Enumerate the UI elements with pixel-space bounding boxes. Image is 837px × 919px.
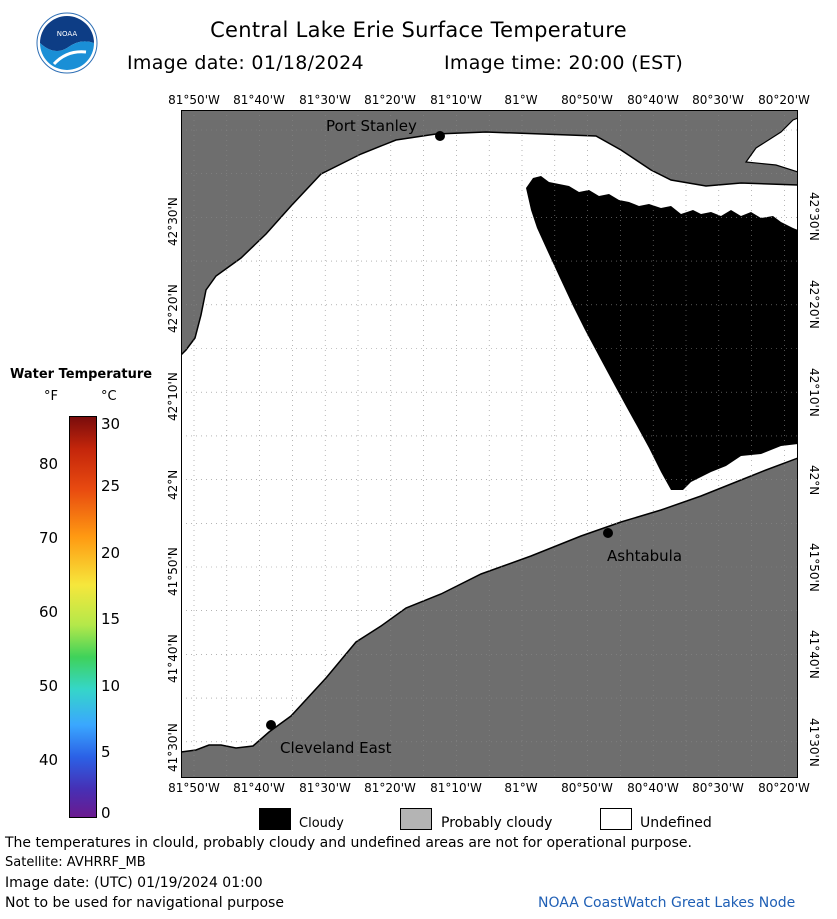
map-title: Central Lake Erie Surface Temperature	[210, 18, 627, 42]
lon-label: 80°40'W	[627, 781, 679, 795]
lon-label: 80°20'W	[758, 781, 810, 795]
scale-c-tick: 15	[101, 610, 121, 628]
lon-label: 81°40'W	[233, 93, 285, 107]
scale-c-tick: 20	[101, 544, 121, 562]
inlet	[744, 117, 798, 173]
scale-f-tick: 80	[39, 455, 59, 473]
navigation-warning: Not to be used for navigational purpose	[5, 895, 284, 911]
image-date: Image date: 01/18/2024	[127, 52, 364, 74]
lon-label: 81°40'W	[233, 781, 285, 795]
lat-label: 42°N	[166, 469, 180, 500]
place-cleveland-east: Cleveland East	[280, 739, 392, 757]
scale-c-tick: 5	[101, 743, 111, 761]
lon-label: 81°10'W	[430, 781, 482, 795]
legend-cloudy-label: Cloudy	[299, 816, 344, 831]
lon-label: 81°W	[504, 781, 538, 795]
temperature-colorbar	[69, 416, 97, 818]
legend-probably-cloudy-swatch	[400, 808, 432, 830]
satellite-text: Satellite: AVHRRF_MB	[5, 855, 146, 870]
north-land	[181, 110, 798, 357]
lon-label: 81°50'W	[168, 781, 220, 795]
south-land	[181, 457, 798, 778]
lat-label: 42°20'N	[807, 280, 821, 329]
scale-f-tick: 50	[39, 677, 59, 695]
lat-label: 41°30'N	[807, 718, 821, 767]
lon-label: 81°50'W	[168, 93, 220, 107]
lon-label: 80°20'W	[758, 93, 810, 107]
lat-label: 42°30'N	[807, 192, 821, 241]
image-time: Image time: 20:00 (EST)	[444, 52, 684, 74]
lat-label: 41°40'N	[807, 630, 821, 679]
lat-label: 42°10'N	[807, 368, 821, 417]
utc-date-text: Image date: (UTC) 01/19/2024 01:00	[5, 875, 263, 891]
port-stanley-marker	[435, 131, 445, 141]
lon-label: 81°10'W	[430, 93, 482, 107]
scale-title: Water Temperature	[10, 367, 153, 382]
lon-label: 80°30'W	[692, 781, 744, 795]
lat-label: 42°N	[807, 465, 821, 496]
lon-label: 81°30'W	[299, 781, 351, 795]
lon-label: 81°W	[504, 93, 538, 107]
credit-text: NOAA CoastWatch Great Lakes Node	[538, 895, 796, 911]
cleveland-east-marker	[266, 720, 276, 730]
lat-label: 41°30'N	[166, 723, 180, 772]
scale-f-tick: 70	[39, 529, 59, 547]
lon-label: 80°50'W	[561, 93, 613, 107]
lon-label: 80°40'W	[627, 93, 679, 107]
lon-label: 81°20'W	[364, 93, 416, 107]
lat-label: 42°20'N	[166, 284, 180, 333]
legend-undefined-swatch	[600, 808, 632, 830]
scale-c-tick: 30	[101, 415, 121, 433]
lake-erie-map	[181, 110, 798, 778]
lat-label: 41°50'N	[166, 547, 180, 596]
lat-label: 42°30'N	[166, 197, 180, 246]
lat-label: 41°40'N	[166, 634, 180, 683]
lat-label: 41°50'N	[807, 543, 821, 592]
legend-undefined-label: Undefined	[640, 815, 712, 831]
scale-unit-c: °C	[101, 389, 117, 404]
scale-f-tick: 60	[39, 603, 59, 621]
lon-label: 80°50'W	[561, 781, 613, 795]
scale-f-tick: 40	[39, 751, 59, 769]
scale-unit-f: °F	[44, 389, 58, 404]
ashtabula-marker	[603, 528, 613, 538]
scale-c-tick: 0	[101, 804, 111, 822]
legend-cloudy-swatch	[259, 808, 291, 830]
lat-label: 42°10'N	[166, 372, 180, 421]
noaa-logo: NOAA	[36, 12, 98, 74]
lon-label: 81°20'W	[364, 781, 416, 795]
lon-label: 80°30'W	[692, 93, 744, 107]
place-ashtabula: Ashtabula	[607, 547, 683, 565]
cloud-region	[526, 176, 798, 490]
lon-label: 81°30'W	[299, 93, 351, 107]
legend-probably-cloudy-label: Probably cloudy	[441, 815, 553, 831]
scale-c-tick: 25	[101, 477, 121, 495]
place-port-stanley: Port Stanley	[326, 117, 417, 135]
svg-text:NOAA: NOAA	[57, 30, 78, 38]
disclaimer-text: The temperatures in clould, probably clo…	[5, 835, 692, 851]
scale-c-tick: 10	[101, 677, 121, 695]
map-frame	[181, 110, 798, 778]
